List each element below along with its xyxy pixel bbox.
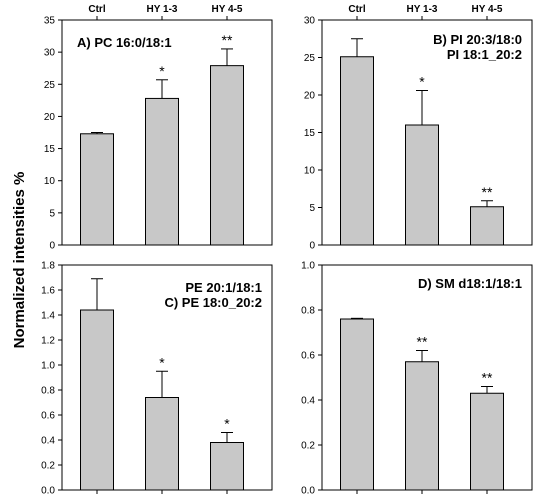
bar — [470, 392, 504, 491]
y-tick-label: 0.6 — [301, 351, 315, 362]
significance-mark: * — [419, 74, 425, 90]
y-tick-label: 10 — [304, 166, 316, 177]
chart-panel-c: 0.00.20.40.60.81.01.21.41.61.8Ctrl*HY 1-… — [41, 261, 273, 497]
bar — [210, 65, 244, 246]
y-tick-label: 35 — [44, 16, 56, 27]
y-tick-label: 0.0 — [41, 486, 55, 497]
panel-title: PE 20:1/18:1 — [185, 280, 262, 295]
y-axis-label: Normalized intensities % — [11, 172, 28, 349]
bar — [145, 397, 179, 491]
significance-mark: ** — [482, 370, 493, 386]
y-tick-label: 1.8 — [41, 261, 55, 272]
bar — [470, 206, 504, 246]
y-tick-label: 1.0 — [41, 361, 55, 372]
x-category-label: HY 1-3 — [147, 4, 178, 15]
y-tick-label: 25 — [44, 80, 56, 91]
y-tick-label: 1.6 — [41, 286, 55, 297]
y-tick-label: 0.6 — [41, 411, 55, 422]
significance-mark: * — [224, 416, 230, 432]
bar — [340, 56, 374, 246]
y-tick-label: 20 — [44, 112, 56, 123]
y-tick-label: 25 — [304, 53, 316, 64]
y-tick-label: 30 — [304, 16, 316, 27]
x-category-label: Ctrl — [88, 4, 105, 15]
x-category-label: HY 1-3 — [407, 4, 438, 15]
y-tick-label: 15 — [44, 144, 56, 155]
y-tick-label: 0.8 — [301, 306, 315, 317]
y-tick-label: 0.2 — [301, 441, 315, 452]
bar — [145, 97, 179, 246]
x-category-label: Ctrl — [348, 4, 365, 15]
y-tick-label: 30 — [44, 48, 56, 59]
significance-mark: * — [159, 354, 165, 370]
y-tick-label: 0.8 — [41, 386, 55, 397]
y-tick-label: 0 — [49, 241, 55, 252]
x-category-label: HY 4-5 — [472, 4, 503, 15]
y-tick-label: 0 — [309, 241, 315, 252]
y-tick-label: 1.4 — [41, 311, 55, 322]
significance-mark: ** — [417, 334, 428, 350]
chart-panel-b: 0 5 10 15 20 25 30 Ctrl * HY 1-3 ** HY 4-5 B) PI 20:… — [304, 4, 533, 252]
panel-title: PI 18:1_20:2 — [447, 47, 522, 62]
bar — [405, 361, 439, 491]
significance-mark: * — [159, 63, 165, 79]
panel-title: A) PC 16:0/18:1 — [77, 35, 172, 50]
bar — [210, 442, 244, 491]
panel-title: B) PI 20:3/18:0 — [433, 32, 522, 47]
panel-title: D) SM d18:1/18:1 — [418, 276, 522, 291]
bar — [80, 133, 114, 246]
y-tick-label: 10 — [44, 176, 56, 187]
significance-mark: ** — [482, 184, 493, 200]
bar — [405, 124, 439, 246]
bar — [80, 309, 114, 491]
y-tick-label: 20 — [304, 91, 316, 102]
y-tick-label: 0.2 — [41, 461, 55, 472]
y-tick-label: 1.2 — [41, 336, 55, 347]
y-axis-label-container: Normalized intensities % — [11, 172, 28, 349]
chart-panel-a: 0 5 10 15 20 25 30 35 Ctrl * HY 1-3 ** HY 4-5 A) PC 1… — [44, 4, 273, 252]
panel-title: C) PE 18:0_20:2 — [164, 295, 262, 310]
y-tick-label: 0.4 — [301, 396, 315, 407]
bar — [340, 318, 374, 491]
y-tick-label: 5 — [49, 208, 55, 219]
x-category-label: HY 4-5 — [212, 4, 243, 15]
y-tick-label: 5 — [309, 203, 315, 214]
y-tick-label: 0.0 — [301, 486, 315, 497]
y-tick-label: 1.0 — [301, 261, 315, 272]
y-tick-label: 15 — [304, 128, 316, 139]
y-tick-label: 0.4 — [41, 436, 55, 447]
significance-mark: ** — [222, 32, 233, 48]
